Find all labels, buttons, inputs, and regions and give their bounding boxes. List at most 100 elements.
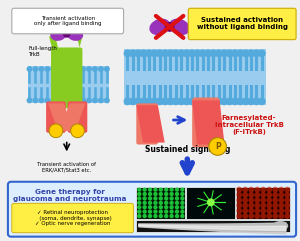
Circle shape [242, 192, 248, 198]
Circle shape [260, 192, 266, 198]
Circle shape [164, 196, 168, 201]
FancyBboxPatch shape [136, 103, 158, 145]
Circle shape [142, 196, 147, 201]
Text: Sustained activation
without ligand binding: Sustained activation without ligand bind… [197, 17, 288, 30]
FancyBboxPatch shape [188, 8, 296, 40]
Circle shape [180, 196, 184, 201]
Circle shape [140, 97, 148, 105]
Circle shape [180, 209, 184, 214]
Circle shape [148, 187, 152, 192]
Circle shape [180, 205, 184, 209]
Circle shape [98, 66, 104, 72]
Circle shape [44, 97, 50, 103]
Circle shape [164, 187, 168, 192]
FancyBboxPatch shape [12, 8, 124, 34]
Circle shape [26, 66, 32, 72]
Circle shape [68, 97, 74, 103]
Circle shape [209, 138, 226, 155]
Circle shape [74, 66, 80, 72]
Circle shape [266, 202, 272, 208]
Circle shape [172, 49, 180, 57]
Circle shape [159, 187, 163, 192]
Polygon shape [49, 35, 59, 51]
Circle shape [137, 187, 141, 192]
Circle shape [98, 97, 104, 103]
Circle shape [209, 97, 217, 105]
Circle shape [247, 97, 255, 105]
Circle shape [70, 124, 84, 138]
Circle shape [142, 192, 147, 196]
Circle shape [169, 196, 174, 201]
Circle shape [104, 66, 110, 72]
Circle shape [247, 49, 255, 57]
Circle shape [207, 198, 215, 206]
Circle shape [153, 205, 158, 209]
Circle shape [253, 49, 260, 57]
Circle shape [248, 202, 254, 208]
Circle shape [153, 192, 158, 196]
Circle shape [258, 49, 266, 57]
Text: Full-length
TrkB: Full-length TrkB [28, 46, 57, 57]
Circle shape [172, 97, 180, 105]
Circle shape [74, 97, 80, 103]
Circle shape [260, 202, 266, 208]
Circle shape [209, 49, 217, 57]
Circle shape [153, 187, 158, 192]
Circle shape [148, 196, 152, 201]
Circle shape [272, 187, 278, 193]
Circle shape [188, 49, 196, 57]
Circle shape [142, 205, 147, 209]
Circle shape [44, 66, 50, 72]
Circle shape [137, 205, 141, 209]
Circle shape [284, 197, 290, 203]
Circle shape [260, 208, 266, 214]
Text: Farnesylated-
Intracellular TrkB
(F-iTrkB): Farnesylated- Intracellular TrkB (F-iTrk… [214, 115, 284, 135]
Circle shape [278, 213, 284, 219]
Circle shape [272, 197, 278, 203]
FancyBboxPatch shape [8, 182, 296, 237]
Circle shape [50, 66, 56, 72]
Circle shape [129, 49, 137, 57]
Circle shape [156, 97, 164, 105]
Circle shape [175, 214, 179, 218]
Circle shape [242, 197, 248, 203]
Circle shape [183, 97, 190, 105]
Circle shape [86, 97, 92, 103]
Circle shape [124, 97, 131, 105]
Circle shape [278, 202, 284, 208]
Circle shape [142, 209, 147, 214]
Circle shape [153, 201, 158, 205]
Circle shape [254, 213, 260, 219]
Circle shape [124, 49, 131, 57]
Polygon shape [76, 35, 82, 51]
FancyBboxPatch shape [186, 187, 235, 219]
Circle shape [231, 49, 239, 57]
Circle shape [242, 208, 248, 214]
Circle shape [260, 213, 266, 219]
Circle shape [278, 197, 284, 203]
FancyBboxPatch shape [12, 203, 134, 233]
Circle shape [253, 97, 260, 105]
FancyBboxPatch shape [28, 66, 109, 103]
Text: P: P [215, 142, 220, 151]
Circle shape [254, 202, 260, 208]
Circle shape [148, 214, 152, 218]
Circle shape [145, 97, 153, 105]
Circle shape [169, 209, 174, 214]
Circle shape [236, 202, 242, 208]
Circle shape [159, 205, 163, 209]
Circle shape [56, 97, 62, 103]
Circle shape [248, 197, 254, 203]
Circle shape [159, 196, 163, 201]
Circle shape [266, 213, 272, 219]
Circle shape [50, 97, 56, 103]
Circle shape [180, 192, 184, 196]
Circle shape [194, 97, 201, 105]
Circle shape [169, 201, 174, 205]
Circle shape [204, 97, 212, 105]
Text: Sustained signaling: Sustained signaling [145, 145, 230, 154]
Circle shape [32, 66, 38, 72]
Circle shape [215, 97, 223, 105]
Circle shape [266, 187, 272, 193]
Circle shape [236, 197, 242, 203]
